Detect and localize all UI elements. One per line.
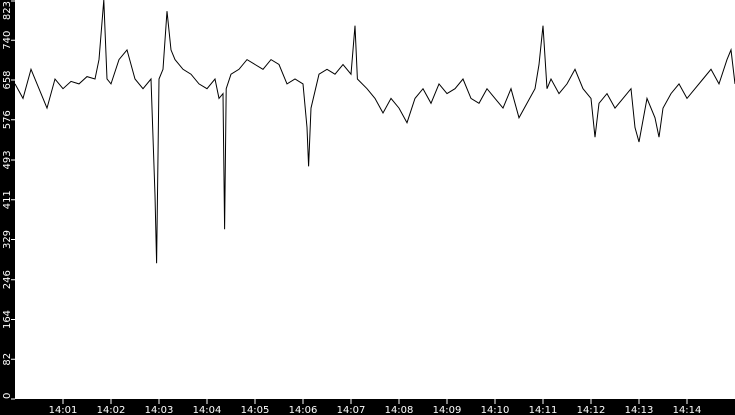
- x-axis: 14:01 14:02 14:03 14:04 14:05 14:06 14:07 14:08…: [49, 399, 702, 415]
- y-tick-label: 740: [2, 31, 13, 50]
- x-tick-label: 14:14: [673, 405, 702, 415]
- y-tick-label: 82: [2, 353, 13, 366]
- plot-area: [15, 0, 735, 399]
- y-tick-label: 0: [2, 393, 13, 399]
- x-tick-label: 14:08: [385, 405, 414, 415]
- x-tick-label: 14:05: [241, 405, 270, 415]
- x-tick-label: 14:01: [49, 405, 78, 415]
- x-tick-label: 14:06: [289, 405, 318, 415]
- series-line: [14, 0, 735, 264]
- x-tick-label: 14:09: [433, 405, 462, 415]
- y-tick-label: 823: [2, 1, 13, 20]
- y-tick-label: 576: [2, 110, 13, 129]
- y-tick-label: 411: [2, 190, 13, 209]
- x-tick-label: 14:12: [577, 405, 606, 415]
- x-tick-label: 14:10: [481, 405, 510, 415]
- y-axis: 0 82 164 246 329 411 493 576 658 740 823: [2, 0, 15, 400]
- x-tick-label: 14:03: [145, 405, 174, 415]
- y-tick-label: 246: [2, 270, 13, 289]
- x-tick-label: 14:11: [529, 405, 558, 415]
- y-tick-label: 493: [2, 150, 13, 169]
- y-tick-label: 164: [2, 310, 13, 329]
- y-tick-label: 329: [2, 230, 13, 249]
- x-tick-label: 14:02: [97, 405, 126, 415]
- x-tick-label: 14:04: [193, 405, 222, 415]
- x-tick-label: 14:07: [337, 405, 366, 415]
- x-tick-label: 14:13: [625, 405, 654, 415]
- y-tick-label: 658: [2, 70, 13, 89]
